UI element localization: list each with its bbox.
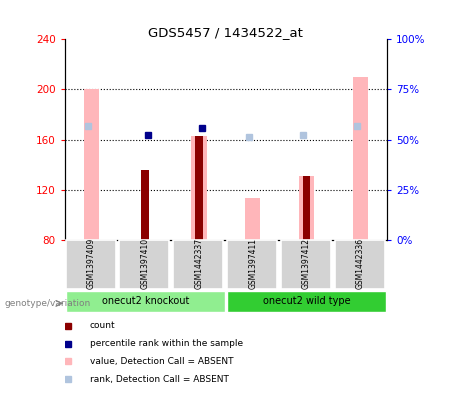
FancyBboxPatch shape [227,240,277,289]
Text: GSM1397409: GSM1397409 [87,238,96,289]
Text: GSM1442336: GSM1442336 [356,238,365,289]
Text: genotype/variation: genotype/variation [5,299,91,308]
Text: GDS5457 / 1434522_at: GDS5457 / 1434522_at [148,26,303,39]
Text: onecut2 knockout: onecut2 knockout [101,296,189,306]
FancyBboxPatch shape [227,290,386,312]
Bar [84,89,99,240]
Text: GSM1397412: GSM1397412 [302,238,311,289]
Text: value, Detection Call = ABSENT: value, Detection Call = ABSENT [90,357,233,366]
Text: GSM1442337: GSM1442337 [195,238,203,289]
Bar [195,136,203,240]
FancyBboxPatch shape [119,240,170,289]
FancyBboxPatch shape [173,240,223,289]
Bar [353,77,368,240]
Text: count: count [90,321,115,330]
FancyBboxPatch shape [65,290,225,312]
Bar [299,176,314,240]
Text: GSM1397410: GSM1397410 [141,238,150,289]
FancyBboxPatch shape [65,240,116,289]
Bar [191,136,207,240]
Text: percentile rank within the sample: percentile rank within the sample [90,339,243,348]
Text: GSM1397411: GSM1397411 [248,238,257,289]
Text: rank, Detection Call = ABSENT: rank, Detection Call = ABSENT [90,375,229,384]
FancyBboxPatch shape [335,240,384,289]
Bar [142,169,149,240]
Bar [245,198,260,240]
FancyBboxPatch shape [281,240,331,289]
Text: onecut2 wild type: onecut2 wild type [263,296,350,306]
Bar [303,176,310,240]
